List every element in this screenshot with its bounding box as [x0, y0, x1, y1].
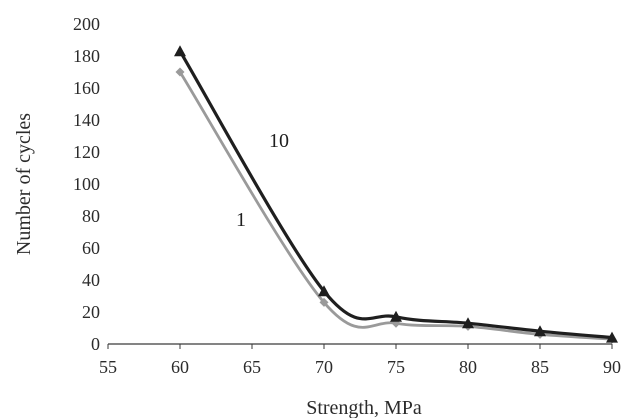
data-point-marker	[390, 310, 402, 322]
series-1	[175, 67, 617, 344]
data-point-marker	[606, 331, 618, 343]
x-tick-label: 90	[603, 357, 621, 377]
y-tick-label: 160	[73, 78, 100, 98]
x-tick-label: 55	[99, 357, 117, 377]
y-tick-label: 40	[82, 270, 100, 290]
data-point-marker	[534, 325, 546, 337]
x-axis-ticks: 55 60 65 70 75 80 85 90	[99, 344, 621, 377]
data-point-marker	[462, 317, 474, 329]
x-tick-label: 65	[243, 357, 261, 377]
y-tick-label: 60	[82, 238, 100, 258]
x-tick-label: 70	[315, 357, 333, 377]
curve-label-10: 10	[269, 130, 289, 152]
data-point-marker	[175, 67, 185, 77]
y-tick-label: 0	[91, 334, 100, 354]
y-tick-label: 80	[82, 206, 100, 226]
x-tick-label: 80	[459, 357, 477, 377]
y-tick-label: 120	[73, 142, 100, 162]
curve-label-1: 1	[236, 209, 246, 231]
data-point-marker	[319, 297, 329, 307]
y-tick-label: 100	[73, 174, 100, 194]
curve-labels: 10 1	[236, 130, 289, 231]
x-tick-label: 75	[387, 357, 405, 377]
x-tick-label: 60	[171, 357, 189, 377]
data-point-marker	[318, 285, 330, 297]
y-tick-label: 140	[73, 110, 100, 130]
x-axis-title: Strength, MPa	[306, 397, 422, 418]
data-point-marker	[174, 45, 186, 57]
series-line	[178, 71, 613, 341]
series-line	[178, 50, 613, 340]
y-tick-label: 200	[73, 14, 100, 34]
y-axis-title: Number of cycles	[13, 113, 35, 255]
series-10	[174, 45, 618, 343]
series-layer	[174, 45, 618, 344]
y-tick-label: 20	[82, 302, 100, 322]
x-tick-label: 85	[531, 357, 549, 377]
y-tick-label: 180	[73, 46, 100, 66]
y-axis-ticks: 0 20 40 60 80 100 120 140 160 180 200	[73, 14, 100, 354]
